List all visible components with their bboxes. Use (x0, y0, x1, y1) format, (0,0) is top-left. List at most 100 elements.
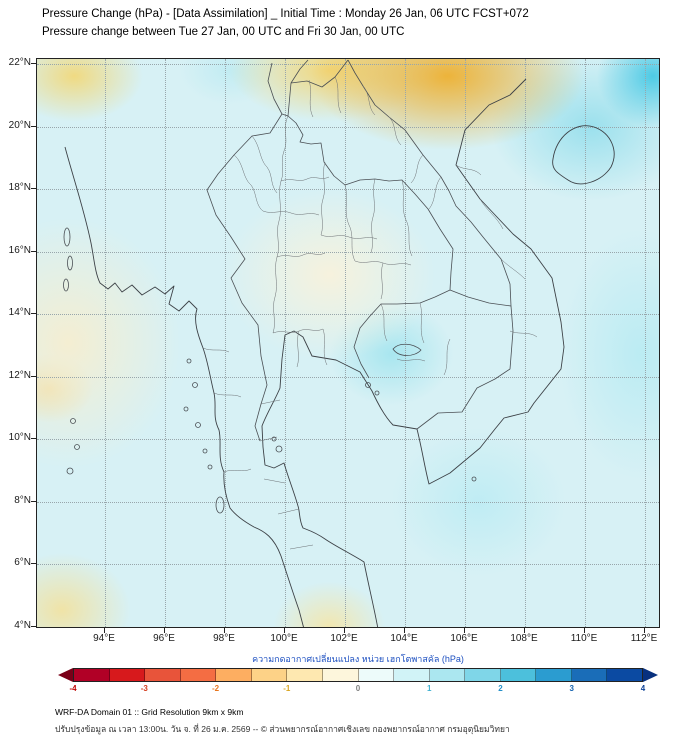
page-subtitle: Pressure change between Tue 27 Jan, 00 U… (42, 26, 405, 38)
x-tick-label: 108°E (510, 633, 538, 644)
colorbar-tick-label: 1 (427, 684, 432, 693)
x-tick-label: 102°E (330, 633, 358, 644)
country-boundaries-layer (63, 59, 615, 627)
y-tick-mark (31, 563, 36, 564)
x-tick-mark (344, 628, 345, 633)
colorbar-right-arrow (643, 668, 658, 682)
x-tick-label: 106°E (450, 633, 478, 644)
gridline-horizontal (37, 501, 659, 503)
colorbar-tick-label: 4 (640, 684, 646, 693)
x-tick-label: 104°E (390, 633, 418, 644)
y-tick-mark (31, 188, 36, 189)
border-thailand-myanmar (206, 113, 283, 442)
colorbar-tick-label: 2 (498, 684, 503, 693)
colorbar-segment (180, 669, 217, 681)
coastline-paths (64, 78, 615, 627)
y-tick-mark (31, 500, 36, 502)
colorbar-tick-label: 0 (355, 684, 361, 693)
colorbar-body (73, 668, 643, 682)
y-tick-label: 14°N (8, 307, 31, 318)
gridline-horizontal (37, 189, 659, 190)
colorbar-tick-labels: -4 -3 -2 -1 0 1 2 3 4 (0, 684, 676, 696)
gridline-vertical (465, 59, 466, 627)
y-tick-mark (31, 63, 36, 64)
y-tick-label: 8°N (14, 494, 31, 506)
y-tick-label: 16°N (8, 244, 31, 256)
colorbar-segment (607, 669, 642, 681)
footer-update-info: ปรับปรุงข้อมูล ณ เวลา 13:00น. วัน จ. ที่… (55, 724, 510, 734)
y-tick-label: 10°N (8, 432, 31, 443)
x-tick-mark (584, 628, 585, 633)
colorbar-tick-label: -2 (211, 684, 220, 693)
x-tick-label: 100°E (270, 633, 298, 644)
x-tick-mark (224, 628, 225, 633)
tonle-sap-lake (392, 343, 422, 356)
province-boundary-paths (202, 76, 538, 550)
y-tick-mark (31, 250, 36, 252)
page-title: Pressure Change (hPa) - [Data Assimilati… (42, 8, 529, 20)
border-laos-vietnam (347, 59, 512, 307)
colorbar-tick-label: -1 (283, 684, 291, 693)
colorbar-segment (145, 669, 181, 681)
gridline-horizontal (37, 126, 659, 128)
gridline-horizontal (37, 626, 659, 627)
y-tick-mark (31, 375, 36, 377)
pressure-change-map (36, 58, 660, 628)
x-tick-mark (164, 628, 165, 633)
x-tick-mark (104, 628, 105, 633)
gridline-vertical (345, 59, 346, 627)
grid-layer (37, 59, 659, 627)
colorbar-tick-label: 3 (569, 684, 574, 693)
gridline-vertical (585, 59, 586, 627)
y-tick-label: 12°N (8, 369, 31, 381)
gridline-vertical (285, 59, 286, 627)
x-tick-mark (644, 628, 645, 633)
colorbar-left-arrow (58, 668, 73, 682)
y-tick-label: 6°N (14, 557, 31, 568)
colorbar-segment (216, 669, 252, 681)
gridline-vertical (225, 59, 226, 627)
x-tick-label: 98°E (213, 633, 235, 644)
colorbar-segment (322, 669, 359, 681)
colorbar-segment (536, 669, 572, 681)
gridline-vertical (165, 59, 166, 627)
y-tick-label: 22°N (8, 57, 31, 68)
x-tick-mark (464, 628, 465, 633)
colorbar-segment (287, 669, 323, 681)
gridline-vertical (645, 59, 646, 627)
footer-domain-info: WRF-DA Domain 01 :: Grid Resolution 9km … (55, 707, 244, 717)
y-tick-label: 18°N (8, 182, 31, 193)
colorbar-segment (500, 669, 537, 681)
gridline-horizontal (37, 251, 659, 253)
gridline-vertical (105, 59, 106, 627)
x-tick-label: 110°E (570, 633, 598, 644)
border-thailand-laos-cambodia (287, 115, 454, 379)
colorbar-segment (74, 669, 110, 681)
y-tick-mark (31, 625, 36, 627)
colorbar-segment (429, 669, 466, 681)
colorbar-tick-label: -3 (140, 684, 148, 693)
gridline-horizontal (37, 376, 659, 378)
colorbar-segment (251, 669, 288, 681)
x-tick-label: 112°E (630, 633, 658, 644)
y-tick-mark (31, 313, 36, 314)
coast-west-myanmar-peninsula (64, 146, 304, 627)
colorbar-segment (358, 669, 395, 681)
gridline-horizontal (37, 439, 659, 440)
national-border-paths (206, 59, 514, 442)
gridline-horizontal (37, 64, 659, 65)
coast-gulf-vietnam (261, 78, 565, 627)
x-tick-mark (404, 628, 405, 633)
y-tick-mark (31, 438, 36, 439)
x-tick-label: 96°E (153, 633, 175, 644)
x-tick-mark (524, 628, 525, 633)
gridline-vertical (405, 59, 406, 627)
colorbar (0, 668, 676, 682)
colorbar-segment (109, 669, 146, 681)
border-cambodia-vietnam (416, 305, 514, 430)
x-tick-mark (284, 628, 285, 633)
y-tick-mark (31, 125, 36, 127)
y-tick-label: 4°N (14, 619, 31, 631)
colorbar-tick-label: -4 (69, 684, 77, 693)
